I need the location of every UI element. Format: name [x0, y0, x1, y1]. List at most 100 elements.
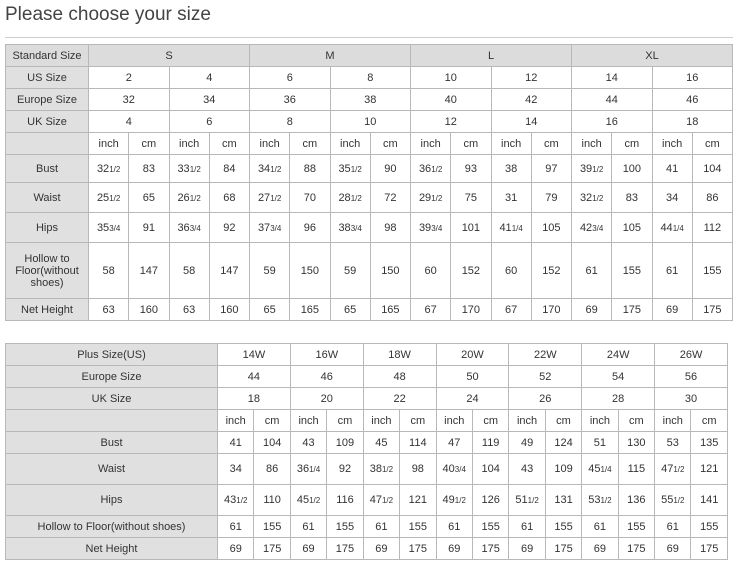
- measurement: 373/4: [248, 212, 291, 243]
- size-value: 10: [329, 110, 411, 133]
- row-label: Hips: [5, 484, 218, 516]
- measurement: 175: [617, 537, 656, 560]
- unit-label: cm: [471, 409, 510, 432]
- size-header: M: [249, 44, 411, 67]
- measurement: 61: [216, 515, 255, 538]
- measurement: 131: [544, 484, 583, 516]
- measurement: 321/2: [570, 182, 613, 213]
- whole-number: 38: [369, 463, 382, 475]
- measurement: 97: [530, 154, 573, 183]
- measurement: 68: [208, 182, 251, 213]
- measurement: 61: [581, 515, 619, 538]
- fraction: 1/2: [673, 465, 685, 474]
- unit-label: inch: [329, 132, 371, 155]
- measurement: 155: [691, 242, 734, 299]
- measurement: 160: [128, 298, 170, 321]
- unit-label: cm: [544, 409, 583, 432]
- size-value: 24W: [581, 343, 656, 366]
- whole-number: 53: [588, 494, 601, 506]
- measurement: 53: [654, 431, 692, 454]
- measurement: 67: [490, 298, 532, 321]
- fraction: 1/2: [109, 193, 121, 203]
- size-value: 2: [88, 66, 170, 89]
- unit-label: cm: [369, 132, 412, 155]
- measurement: 152: [450, 242, 492, 299]
- measurement: 105: [611, 212, 653, 243]
- measurement: 147: [208, 242, 251, 299]
- table-row: Europe Size 32 34 36 38 40 42 44 46: [5, 88, 733, 111]
- measurement: 51: [581, 431, 619, 454]
- measurement: 431/2: [216, 484, 255, 516]
- fraction: 1/2: [189, 164, 201, 174]
- whole-number: 37: [257, 221, 271, 234]
- measurement: 109: [544, 453, 583, 485]
- unit-label: inch: [651, 132, 693, 155]
- measurement: 383/4: [329, 212, 371, 243]
- fraction: 1/4: [672, 223, 684, 233]
- size-value: 8: [249, 110, 331, 133]
- measurement: 63: [87, 298, 130, 321]
- whole-number: 49: [442, 494, 455, 506]
- measurement: 170: [530, 298, 573, 321]
- unit-label: cm: [253, 409, 291, 432]
- measurement: 61: [289, 515, 328, 538]
- size-value: 16: [571, 110, 653, 133]
- unit-label: inch: [362, 409, 401, 432]
- measurement: 60: [490, 242, 532, 299]
- unit-label: cm: [617, 409, 656, 432]
- fraction: 3/4: [454, 465, 466, 474]
- size-value: 20: [289, 387, 364, 410]
- unit-label: cm: [450, 132, 492, 155]
- measurement: 105: [530, 212, 573, 243]
- unit-label: cm: [690, 409, 728, 432]
- row-label: Hips: [5, 212, 89, 243]
- fraction: 3/4: [350, 223, 362, 233]
- whole-number: 43: [224, 494, 237, 506]
- size-header: XL: [571, 44, 733, 67]
- measurement: 175: [399, 537, 437, 560]
- fraction: 1/2: [270, 164, 282, 174]
- measurement: 147: [128, 242, 170, 299]
- table-row: US Size 2 4 6 8 10 12 14 16: [5, 66, 733, 89]
- measurement: 104: [691, 154, 734, 183]
- row-label: Europe Size: [5, 88, 89, 111]
- measurement: 70: [289, 182, 331, 213]
- whole-number: 25: [96, 191, 110, 204]
- page-title: Please choose your size: [5, 4, 211, 25]
- row-label: Plus Size(US): [5, 343, 218, 366]
- measurement: 291/2: [409, 182, 452, 213]
- measurement: 65: [248, 298, 291, 321]
- measurement: 58: [168, 242, 210, 299]
- size-value: 26W: [654, 343, 728, 366]
- size-value: 18: [651, 110, 733, 133]
- fraction: 1/2: [431, 164, 443, 174]
- measurement: 341/2: [248, 154, 291, 183]
- whole-number: 34: [257, 162, 271, 175]
- size-value: 18W: [362, 343, 437, 366]
- measurement: 175: [471, 537, 510, 560]
- unit-label: inch: [508, 409, 546, 432]
- fraction: 1/2: [600, 496, 612, 505]
- unit-label: inch: [654, 409, 692, 432]
- whole-number: 26: [177, 191, 190, 204]
- measurement: 61: [654, 515, 692, 538]
- measurement: 60: [409, 242, 452, 299]
- size-value: 12: [490, 66, 572, 89]
- measurement: 451/4: [581, 453, 619, 485]
- size-value: 44: [571, 88, 653, 111]
- measurement: 441/4: [651, 212, 693, 243]
- whole-number: 51: [515, 494, 528, 506]
- table-row: Standard Size S M L XL: [5, 44, 733, 67]
- unit-label: inch: [216, 409, 255, 432]
- unit-label: inch: [581, 409, 619, 432]
- fraction: 1/2: [431, 193, 443, 203]
- unit-label: cm: [530, 132, 573, 155]
- unit-label: inch: [490, 132, 532, 155]
- size-value: 46: [651, 88, 733, 111]
- size-value: 50: [435, 365, 510, 388]
- whole-number: 47: [369, 494, 382, 506]
- size-value: 40: [410, 88, 492, 111]
- table-row: Hollow to Floor(without shoes) 58 147 58 147…: [5, 242, 734, 299]
- measurement: 86: [253, 453, 291, 485]
- unit-label: cm: [691, 132, 734, 155]
